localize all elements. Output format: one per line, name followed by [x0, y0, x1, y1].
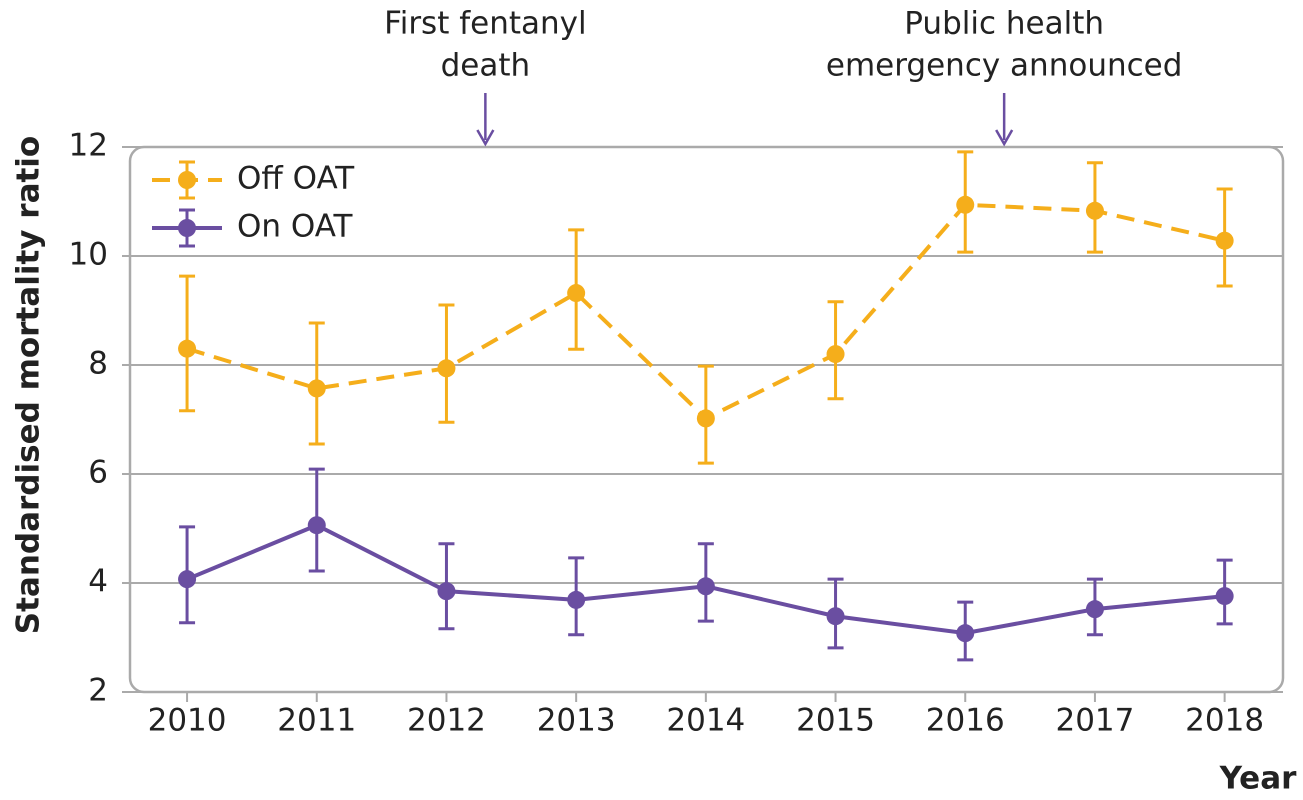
data-point	[956, 624, 975, 643]
data-point	[307, 379, 326, 398]
data-point	[437, 582, 456, 601]
data-point	[567, 590, 586, 609]
x-tick-label: 2018	[1185, 703, 1264, 739]
legend-label: On OAT	[237, 209, 354, 245]
data-point	[826, 607, 845, 626]
y-tick-label: 8	[88, 346, 108, 382]
data-point	[437, 359, 456, 378]
y-tick-label: 2	[88, 673, 108, 709]
x-tick-label: 2015	[796, 703, 875, 739]
legend-marker	[178, 171, 196, 189]
x-tick-label: 2014	[666, 703, 745, 739]
x-tick-label: 2011	[277, 703, 356, 739]
x-tick-label: 2016	[926, 703, 1005, 739]
legend-label: Off OAT	[237, 161, 355, 197]
data-point	[956, 195, 975, 214]
x-tick-label: 2010	[148, 703, 227, 739]
data-point	[178, 339, 197, 358]
legend-marker	[178, 219, 196, 237]
y-tick-label: 10	[69, 237, 108, 273]
x-tick-label: 2017	[1055, 703, 1134, 739]
data-point	[1215, 231, 1234, 250]
annotation-arrowhead	[995, 129, 1014, 147]
data-point	[1215, 587, 1234, 606]
data-point	[307, 516, 326, 535]
y-tick-label: 6	[88, 455, 108, 491]
x-axis-label: Year	[1219, 761, 1298, 797]
annotation-text: death	[441, 48, 531, 84]
y-tick-label: 12	[69, 128, 108, 164]
annotation-arrowhead	[476, 129, 495, 147]
annotation-text: Public health	[904, 6, 1104, 42]
data-point	[826, 345, 845, 364]
y-axis-label: Standardised mortality ratio	[11, 136, 47, 634]
y-tick-label: 4	[88, 564, 108, 600]
data-point	[567, 284, 586, 303]
x-tick-label: 2012	[407, 703, 486, 739]
data-point	[1085, 201, 1104, 220]
data-point	[696, 577, 715, 596]
data-point	[1085, 600, 1104, 619]
data-point	[696, 409, 715, 428]
data-point	[178, 570, 197, 589]
annotation-text: emergency announced	[826, 48, 1183, 84]
x-tick-label: 2013	[537, 703, 616, 739]
annotation-text: First fentanyl	[384, 6, 586, 42]
